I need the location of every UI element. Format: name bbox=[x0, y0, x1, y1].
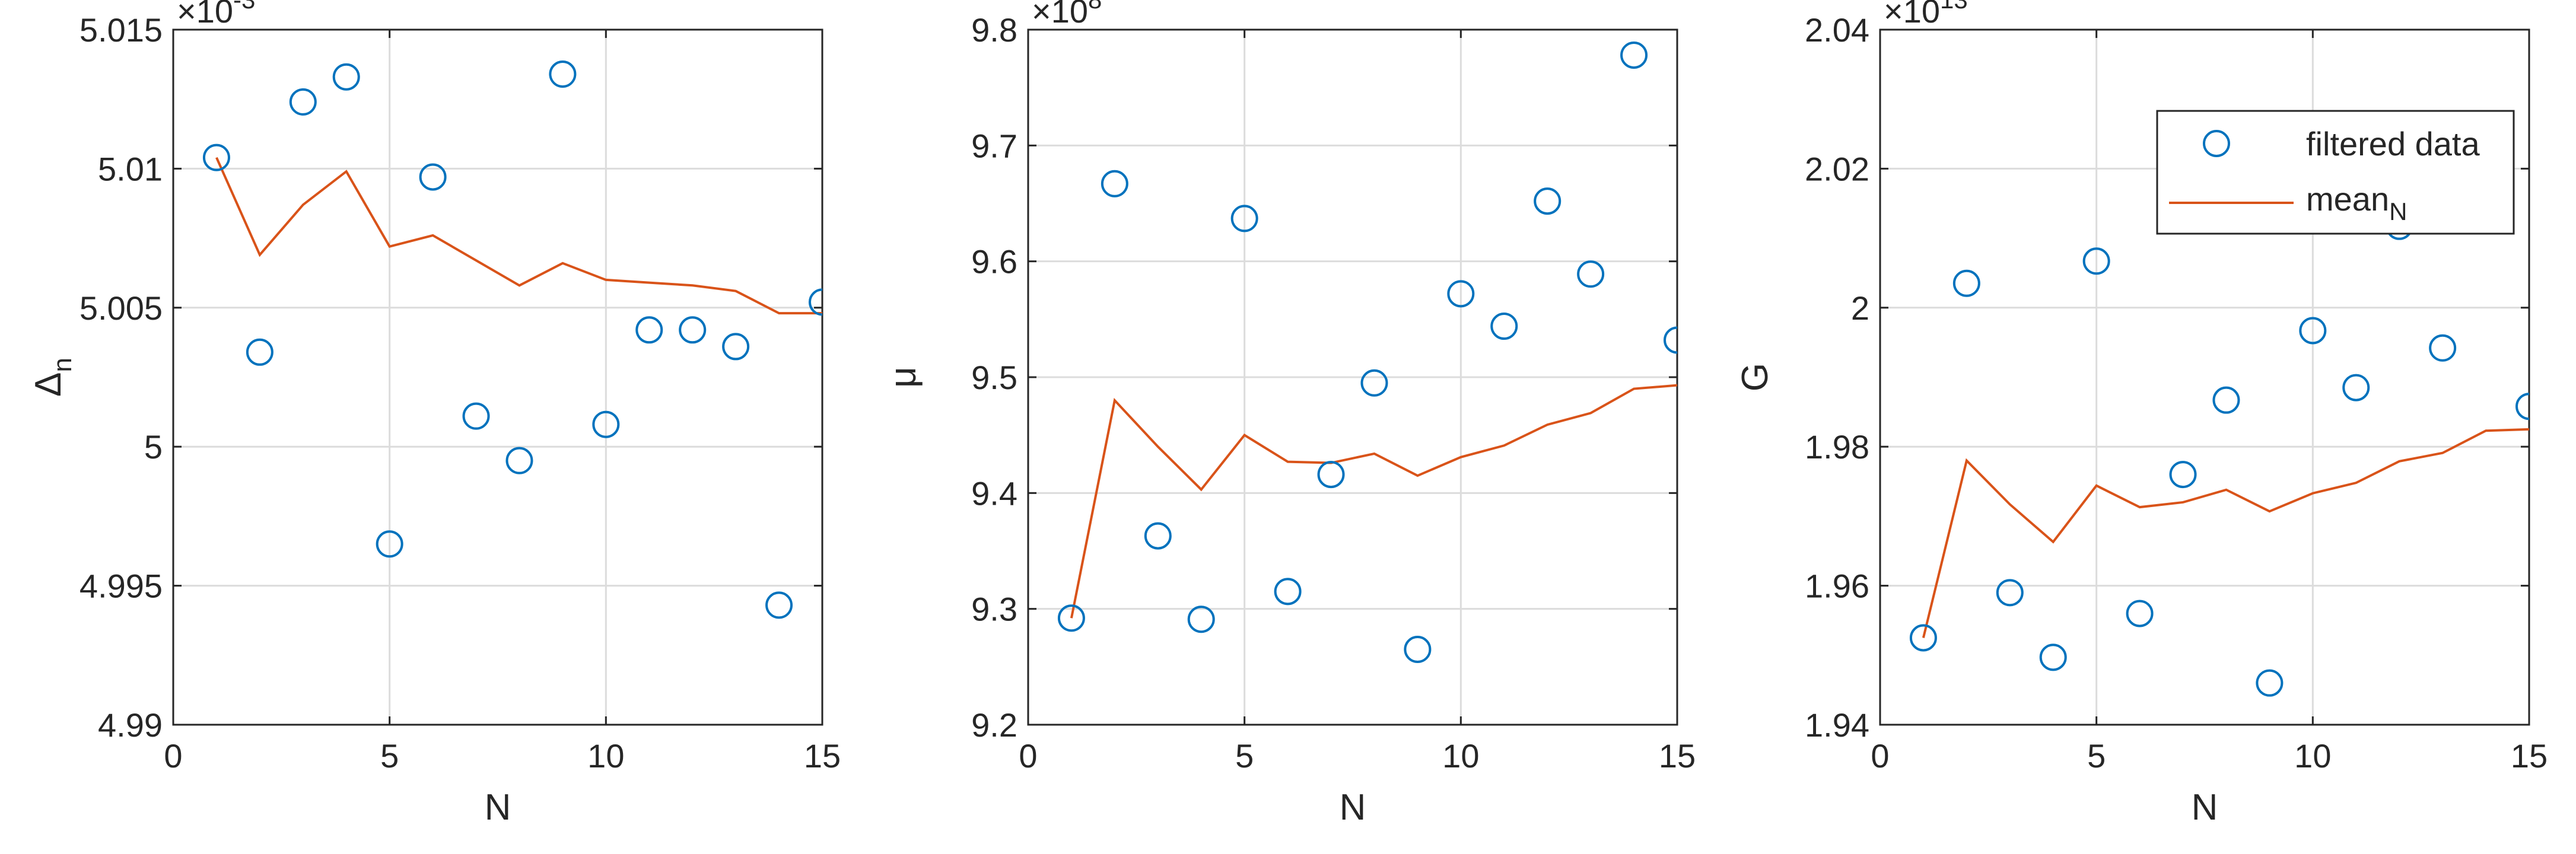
x-tick-label: 5 bbox=[380, 737, 399, 775]
data-point bbox=[2126, 600, 2154, 627]
x-axis-label: N bbox=[485, 787, 511, 828]
x-tick-label: 0 bbox=[164, 737, 182, 775]
y-tick-label: 2.02 bbox=[1805, 150, 1869, 187]
data-point bbox=[1447, 280, 1475, 308]
legend-marker-circle bbox=[2203, 130, 2230, 157]
y-tick-label: 9.3 bbox=[971, 591, 1017, 628]
data-point bbox=[246, 338, 273, 366]
data-point bbox=[1577, 260, 1605, 288]
data-point bbox=[809, 288, 822, 316]
data-point bbox=[2169, 461, 2197, 489]
y-tick-label: 2.04 bbox=[1805, 11, 1869, 49]
y-tick-label: 9.8 bbox=[971, 11, 1017, 49]
x-tick-label: 15 bbox=[2511, 737, 2548, 775]
data-point bbox=[1187, 606, 1215, 633]
data-point bbox=[2039, 643, 2067, 671]
data-point bbox=[679, 316, 707, 344]
y-tick-label: 5.005 bbox=[79, 289, 163, 327]
x-tick-label: 5 bbox=[1235, 737, 1254, 775]
y-tick-label: 1.98 bbox=[1805, 428, 1869, 466]
x-tick-label: 10 bbox=[587, 737, 624, 775]
y-axis-label: μ bbox=[883, 367, 924, 388]
x-tick-label: 10 bbox=[2294, 737, 2331, 775]
y-tick-label: 9.4 bbox=[971, 474, 1017, 512]
y-axis-label: G bbox=[1735, 363, 1776, 391]
data-point bbox=[1404, 636, 1432, 664]
data-point bbox=[2429, 334, 2457, 362]
data-point bbox=[549, 60, 577, 88]
data-point bbox=[1317, 461, 1345, 489]
data-point bbox=[462, 402, 490, 430]
y-tick-label: 5.01 bbox=[98, 150, 163, 187]
data-point bbox=[765, 591, 793, 619]
y-tick-label: 9.5 bbox=[971, 359, 1017, 396]
data-point bbox=[1490, 313, 1518, 340]
data-point bbox=[722, 333, 750, 361]
data-point bbox=[1101, 170, 1128, 197]
data-point bbox=[1144, 522, 1172, 550]
data-point bbox=[505, 447, 533, 474]
data-point bbox=[332, 63, 360, 91]
data-point bbox=[1230, 205, 1258, 232]
data-point bbox=[289, 88, 317, 116]
y-tick-label: 2 bbox=[1851, 289, 1869, 327]
data-point bbox=[2082, 247, 2110, 275]
data-point bbox=[376, 530, 403, 558]
mean-line bbox=[1922, 428, 2529, 638]
data-point bbox=[635, 316, 663, 344]
y-tick-label: 5.015 bbox=[79, 11, 163, 49]
data-point bbox=[202, 144, 230, 171]
axes-box bbox=[172, 28, 823, 726]
x-tick-label: 0 bbox=[1871, 737, 1889, 775]
data-point bbox=[592, 410, 620, 438]
x-axis-label: N bbox=[1340, 787, 1366, 828]
legend-label: filtered data bbox=[2306, 125, 2480, 162]
axes-box bbox=[1879, 28, 2530, 726]
y-tick-label: 9.7 bbox=[971, 127, 1017, 164]
y-tick-label: 9.2 bbox=[971, 706, 1017, 744]
x-tick-label: 15 bbox=[804, 737, 841, 775]
data-point bbox=[2342, 374, 2370, 401]
data-point bbox=[1274, 578, 1302, 606]
y-tick-label: 4.99 bbox=[98, 706, 163, 744]
mean-line bbox=[1070, 384, 1677, 619]
y-tick-label: 1.94 bbox=[1805, 706, 1869, 744]
data-point bbox=[1664, 326, 1677, 354]
data-point bbox=[1057, 604, 1085, 632]
x-tick-label: 10 bbox=[1442, 737, 1479, 775]
y-tick-label: 4.995 bbox=[79, 568, 163, 605]
plot-area bbox=[1057, 41, 1677, 664]
y-tick-label: 5 bbox=[144, 428, 163, 466]
data-point bbox=[1952, 269, 1980, 297]
x-tick-label: 15 bbox=[1659, 737, 1696, 775]
y-tick-label: 1.96 bbox=[1805, 568, 1869, 605]
y-tick-label: 9.6 bbox=[971, 243, 1017, 281]
data-point bbox=[2299, 317, 2327, 345]
mean-line bbox=[215, 157, 822, 315]
data-point bbox=[1909, 624, 1937, 652]
x-axis-label: N bbox=[2192, 787, 2218, 828]
data-point bbox=[2212, 386, 2240, 414]
data-point bbox=[419, 163, 447, 191]
data-point bbox=[2515, 393, 2529, 420]
data-point bbox=[1534, 187, 1561, 215]
data-point bbox=[1360, 369, 1388, 397]
x-tick-label: 5 bbox=[2087, 737, 2106, 775]
data-point bbox=[1620, 41, 1648, 69]
data-point bbox=[2256, 669, 2284, 697]
plot-area bbox=[1909, 212, 2529, 697]
x-tick-label: 0 bbox=[1019, 737, 1037, 775]
plot-area bbox=[202, 60, 822, 619]
data-point bbox=[1996, 579, 2024, 607]
